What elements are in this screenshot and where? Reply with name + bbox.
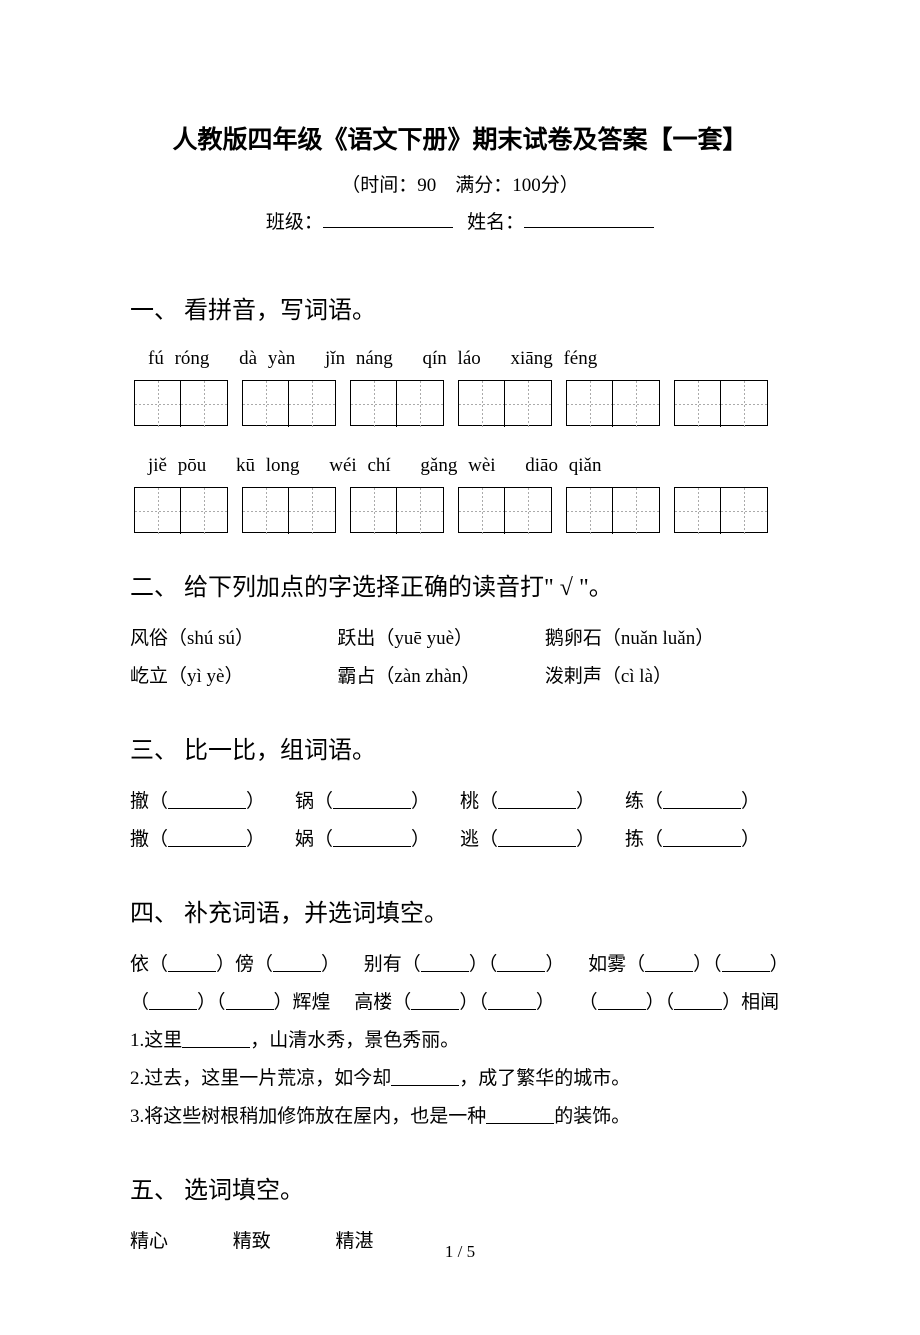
char-pair[interactable] — [566, 487, 660, 533]
fill-blank[interactable] — [168, 828, 246, 847]
fill-blank[interactable] — [421, 953, 469, 972]
char-pair[interactable] — [242, 487, 336, 533]
name-label: 姓名： — [467, 212, 524, 233]
q1-heading: 一、 看拼音，写词语。 — [130, 290, 790, 325]
fill-blank[interactable] — [273, 953, 321, 972]
q4-sentence3: 3.将这些树根稍加修饰放在屋内，也是一种的装饰。 — [130, 1098, 790, 1136]
q4-heading: 四、 补充词语，并选词填空。 — [130, 893, 790, 928]
fill-blank[interactable] — [488, 991, 536, 1010]
q4-sentence1: 1.这里，山清水秀，景色秀丽。 — [130, 1022, 790, 1060]
char-pair[interactable] — [350, 487, 444, 533]
page-number: 1 / 5 — [0, 1242, 920, 1262]
question-3: 三、 比一比，组词语。 撤（） 锅（） 桃（） 练（） 撒（） 娲（） 逃（） … — [130, 730, 790, 859]
fill-blank[interactable] — [226, 991, 274, 1010]
q2-item: 屹立（yì yè） — [130, 658, 337, 696]
char-pair[interactable] — [134, 380, 228, 426]
q3-item: 锅（） — [295, 783, 460, 821]
q3-item: 撒（） — [130, 821, 295, 859]
class-label: 班级： — [266, 212, 323, 233]
fill-blank[interactable] — [498, 790, 576, 809]
q2-item: 风俗（shú sú） — [130, 620, 337, 658]
q2-item: 跃出（yuē yuè） — [337, 620, 544, 658]
fill-blank[interactable] — [391, 1067, 459, 1086]
fill-blank[interactable] — [168, 953, 216, 972]
q3-item: 拣（） — [625, 821, 790, 859]
q1-grid-row1 — [130, 380, 790, 426]
q3-item: 练（） — [625, 783, 790, 821]
q1-grid-row2 — [130, 487, 790, 533]
fill-blank[interactable] — [333, 790, 411, 809]
fill-blank[interactable] — [674, 991, 722, 1010]
q4-line2: （）（）辉煌 高楼（）（） （）（）相闻 — [130, 984, 790, 1022]
fill-blank[interactable] — [486, 1105, 554, 1124]
fill-blank[interactable] — [598, 991, 646, 1010]
q2-item: 鹅卵石（nuǎn luǎn） — [545, 620, 790, 658]
q3-item: 娲（） — [295, 821, 460, 859]
char-pair[interactable] — [134, 487, 228, 533]
q4-line1: 依（）傍（） 别有（）（） 如雾（）（） — [130, 946, 790, 984]
char-pair[interactable] — [458, 380, 552, 426]
q1-pinyin-row2: jiě pōu kū long wéi chí gǎng wèi diāo qi… — [130, 450, 790, 477]
name-blank[interactable] — [524, 209, 654, 228]
q2-item: 霸占（zàn zhàn） — [337, 658, 544, 696]
q2-heading: 二、 给下列加点的字选择正确的读音打" √ "。 — [130, 567, 790, 602]
question-4: 四、 补充词语，并选词填空。 依（）傍（） 别有（）（） 如雾（）（） （）（）… — [130, 893, 790, 1136]
fill-blank[interactable] — [411, 991, 459, 1010]
fill-blank[interactable] — [182, 1029, 250, 1048]
student-info-line: 班级： 姓名： — [130, 207, 790, 234]
q2-item: 泼剌声（cì là） — [545, 658, 790, 696]
char-pair[interactable] — [566, 380, 660, 426]
char-pair[interactable] — [242, 380, 336, 426]
exam-title: 人教版四年级《语文下册》期末试卷及答案【一套】 — [130, 120, 790, 156]
char-pair[interactable] — [674, 380, 768, 426]
question-1: 一、 看拼音，写词语。 fú róng dà yàn jǐn náng qín … — [130, 290, 790, 533]
fill-blank[interactable] — [663, 790, 741, 809]
q5-heading: 五、 选词填空。 — [130, 1170, 790, 1205]
fill-blank[interactable] — [333, 828, 411, 847]
char-pair[interactable] — [674, 487, 768, 533]
fill-blank[interactable] — [497, 953, 545, 972]
fill-blank[interactable] — [498, 828, 576, 847]
fill-blank[interactable] — [149, 991, 197, 1010]
q1-pinyin-row1: fú róng dà yàn jǐn náng qín láo xiāng fé… — [130, 343, 790, 370]
fill-blank[interactable] — [168, 790, 246, 809]
q3-item: 桃（） — [460, 783, 625, 821]
class-blank[interactable] — [323, 209, 453, 228]
char-pair[interactable] — [458, 487, 552, 533]
char-pair[interactable] — [350, 380, 444, 426]
exam-subtitle: （时间：90 满分：100分） — [130, 170, 790, 197]
fill-blank[interactable] — [722, 953, 770, 972]
q3-item: 撤（） — [130, 783, 295, 821]
q4-sentence2: 2.过去，这里一片荒凉，如今却，成了繁华的城市。 — [130, 1060, 790, 1098]
fill-blank[interactable] — [663, 828, 741, 847]
q3-heading: 三、 比一比，组词语。 — [130, 730, 790, 765]
q3-item: 逃（） — [460, 821, 625, 859]
question-2: 二、 给下列加点的字选择正确的读音打" √ "。 风俗（shú sú） 跃出（y… — [130, 567, 790, 696]
fill-blank[interactable] — [645, 953, 693, 972]
